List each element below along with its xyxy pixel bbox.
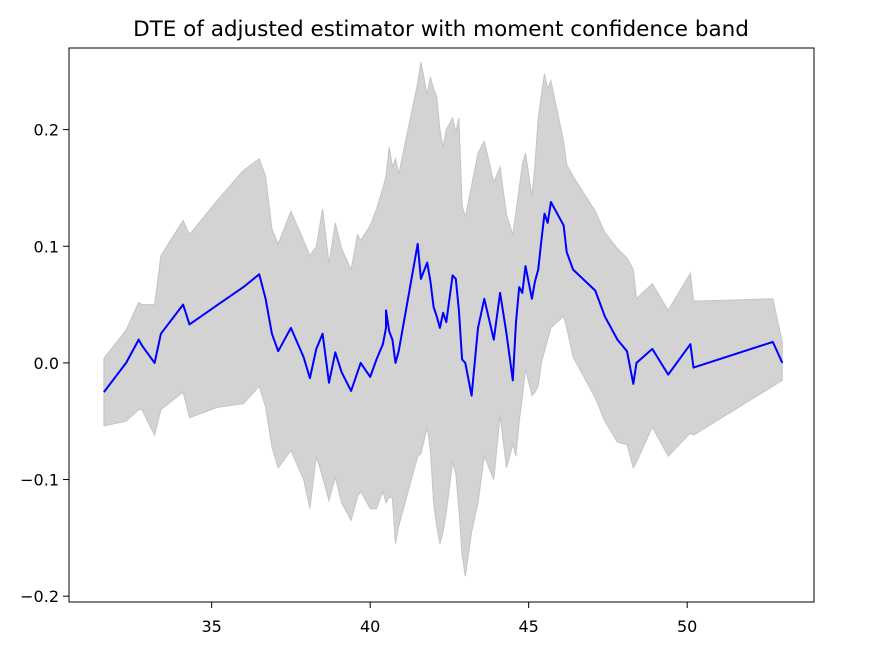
confidence-band-layer xyxy=(103,61,783,577)
dte-estimate-line xyxy=(103,201,784,397)
y-tick-label: 0.2 xyxy=(34,121,59,140)
x-tick-label: 50 xyxy=(677,617,697,636)
x-tick-label: 35 xyxy=(201,617,221,636)
x-tick-label: 40 xyxy=(360,617,380,636)
chart-title: DTE of adjusted estimator with moment co… xyxy=(133,17,749,42)
y-tick-label: 0.1 xyxy=(34,237,59,256)
estimate-line-layer xyxy=(103,201,784,397)
y-tick-label: −0.2 xyxy=(20,587,59,606)
x-tick-label: 45 xyxy=(519,617,539,636)
confidence-band xyxy=(103,61,783,577)
y-tick-label: 0.0 xyxy=(34,354,59,373)
axes-layer: 35 40 45 50 −0.2 −0.1 0.0 0.1 0.2 xyxy=(20,47,815,636)
plot-frame xyxy=(68,47,815,603)
y-tick-label: −0.1 xyxy=(20,471,59,490)
